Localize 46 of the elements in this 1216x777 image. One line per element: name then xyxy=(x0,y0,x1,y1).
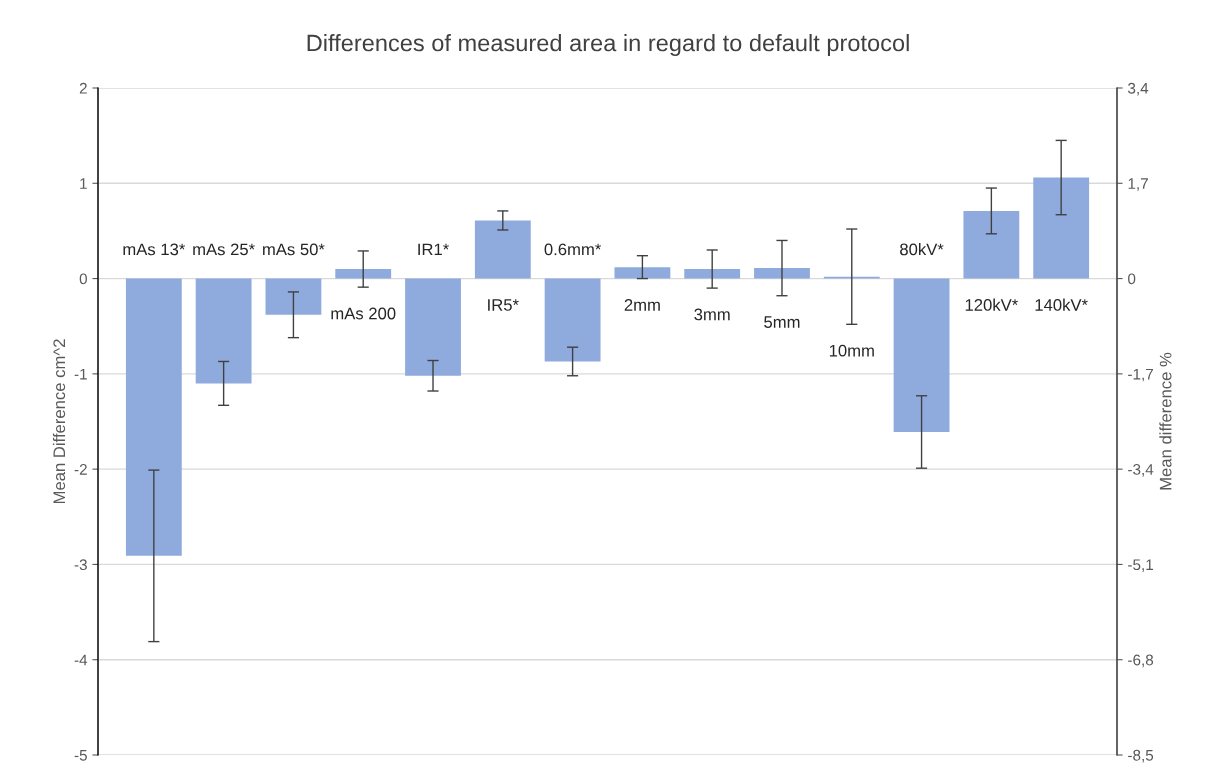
x-tick-label: 10mm xyxy=(829,344,874,357)
y-tick-label: -3 xyxy=(74,559,87,571)
bar xyxy=(544,278,601,362)
y-tick-label: 1 xyxy=(80,178,87,189)
x-tick-label: mAs 200 xyxy=(331,307,396,320)
x-tick-label: 80kV* xyxy=(900,243,944,256)
y2-tick-label: -6,8 xyxy=(1128,654,1154,668)
x-tick-label: 2mm xyxy=(624,299,660,311)
bar xyxy=(335,269,392,279)
bar xyxy=(195,278,252,384)
x-tick-label: IR5* xyxy=(488,299,519,311)
y2-tick-label: 0 xyxy=(1128,273,1136,285)
x-tick-label: 120kV* xyxy=(965,298,1018,311)
y2-axis-title: Mean difference % xyxy=(1159,352,1172,490)
x-tick-label: mAs 50* xyxy=(263,243,325,256)
y-tick-label: 0 xyxy=(79,273,87,285)
y-tick-label: -4 xyxy=(74,654,88,666)
chart-title: Differences of measured area in regard to default protocol xyxy=(307,34,909,56)
y-tick-label: -1 xyxy=(74,368,87,380)
bar xyxy=(125,278,182,556)
bar xyxy=(474,220,531,279)
bar xyxy=(265,278,322,315)
x-tick-label: 5mm xyxy=(764,316,800,328)
y-tick-label: -2 xyxy=(74,464,87,475)
bar xyxy=(684,269,741,279)
y-axis-title: Mean Difference cm^2 xyxy=(52,339,66,504)
bar xyxy=(405,278,461,376)
y2-tick-label: 3,4 xyxy=(1128,82,1149,96)
y2-tick-label: -5,1 xyxy=(1128,559,1153,572)
bar xyxy=(614,267,671,279)
bar xyxy=(963,210,1020,279)
y-tick-label: 2 xyxy=(79,82,87,94)
bar xyxy=(1033,177,1090,279)
x-tick-label: 140kV* xyxy=(1035,298,1088,311)
y2-tick-label: -1,7 xyxy=(1128,368,1153,382)
y2-tick-label: -8,5 xyxy=(1128,749,1154,763)
y2-tick-label: -3,4 xyxy=(1128,464,1154,477)
x-tick-label: 3mm xyxy=(694,308,730,321)
y-tick-label: -5 xyxy=(74,750,87,761)
x-tick-label: 0.6mm* xyxy=(544,243,602,256)
bar xyxy=(754,268,810,279)
bar xyxy=(893,278,950,432)
y2-tick-label: 1,7 xyxy=(1128,178,1148,191)
x-tick-label: mAs 25* xyxy=(193,243,255,256)
x-tick-label: IR1* xyxy=(418,243,449,256)
x-tick-label: mAs 13* xyxy=(123,243,186,256)
